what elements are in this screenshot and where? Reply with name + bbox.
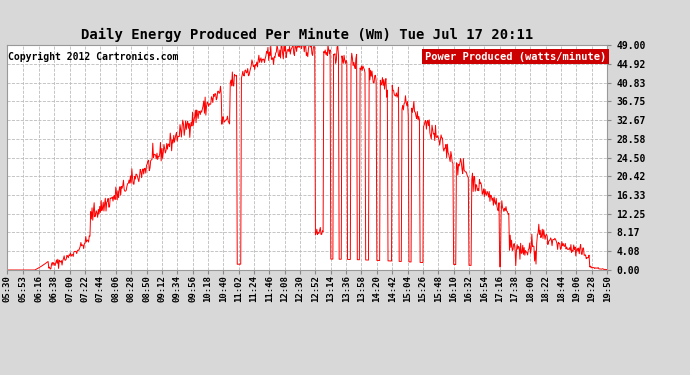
Text: Power Produced (watts/minute): Power Produced (watts/minute)	[425, 52, 606, 62]
Text: Copyright 2012 Cartronics.com: Copyright 2012 Cartronics.com	[8, 52, 179, 62]
Title: Daily Energy Produced Per Minute (Wm) Tue Jul 17 20:11: Daily Energy Produced Per Minute (Wm) Tu…	[81, 28, 533, 42]
